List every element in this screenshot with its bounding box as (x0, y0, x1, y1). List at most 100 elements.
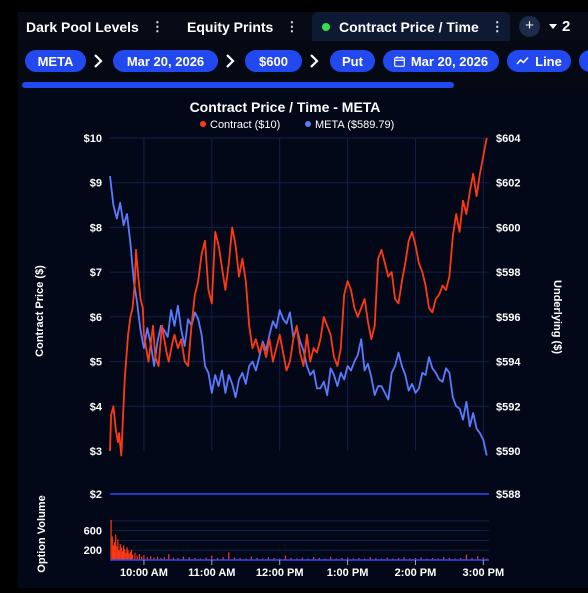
tab-menu-icon[interactable]: ⋮ (285, 18, 298, 34)
y-right-tick-label: $598 (496, 267, 520, 279)
volume-bar (290, 558, 292, 560)
volume-bar (239, 558, 241, 560)
y-right-tick-label: $596 (496, 312, 520, 324)
legend-contract-label: Contract ($10) (210, 119, 280, 131)
volume-bar (403, 557, 405, 560)
calendar-icon (393, 55, 405, 67)
volume-bar (130, 549, 133, 560)
volume-bar (369, 557, 371, 560)
right-axis-label: Underlying ($) (551, 280, 563, 354)
series-lines (109, 137, 488, 457)
x-tick-label: 3:00 PM (463, 567, 505, 579)
volume-bar (233, 557, 235, 560)
legend-contract-marker (200, 121, 206, 127)
volume-bar (477, 556, 479, 560)
volume-bar (119, 543, 121, 560)
option-type-pill[interactable]: Put (330, 50, 375, 72)
volume-bar (115, 534, 117, 560)
x-tick-label: 2:00 PM (395, 567, 437, 579)
y-right-tick-label: $604 (496, 133, 521, 145)
volume-bar (318, 558, 320, 560)
expiry-pill[interactable]: Mar 20, 2026 (383, 50, 499, 72)
volume-bar (330, 556, 332, 560)
volume-bar (211, 555, 213, 560)
y-left-tick-label: $7 (90, 267, 102, 279)
volume-bar (414, 558, 417, 560)
y-left-tick-label: $8 (90, 222, 102, 234)
chart-style-pill[interactable]: Line (507, 50, 571, 72)
volume-bar (222, 557, 224, 560)
volume-bar (250, 556, 252, 560)
tab-menu-icon[interactable]: ⋮ (490, 18, 504, 34)
volume-bar (397, 558, 400, 560)
tab-label: Contract Price / Time (339, 18, 479, 35)
tab-label: Equity Prints (187, 18, 274, 35)
volume-bar (110, 519, 112, 560)
expiry-label: Mar 20, 2026 (410, 53, 489, 69)
y-left-tick-label: $3 (90, 446, 102, 458)
volume-bar (460, 558, 462, 560)
volume-bar (347, 557, 349, 560)
y-left-tick-label: $6 (90, 312, 102, 324)
volume-bar (431, 558, 433, 560)
chevron-right-icon (226, 54, 235, 68)
add-tab-button[interactable]: + (519, 16, 540, 37)
left-axis-label: Contract Price ($) (34, 265, 46, 357)
y-right-tick-label: $600 (496, 222, 520, 234)
y-left-tick-label: $5 (90, 357, 102, 369)
date-pill[interactable]: Mar 20, 2026 (113, 50, 218, 72)
volume-bar (136, 555, 138, 560)
volume-bar (156, 556, 159, 560)
tab-dark-pool-levels[interactable]: Dark Pool Levels ⋮ (26, 12, 178, 41)
x-tick-label: 12:00 PM (256, 567, 304, 579)
contract-price-line (109, 137, 488, 457)
volume-bar (117, 539, 119, 560)
x-tick-label: 11:00 AM (188, 567, 235, 579)
volume-bar (205, 557, 207, 560)
volume-bar (143, 555, 145, 560)
x-axis-ticks: 10:00 AM 11:00 AM 12:00 PM 1:00 PM 2:00 PM 3:… (120, 560, 504, 579)
y-left-tick-label: $9 (90, 178, 102, 190)
legend-underlying-marker (305, 121, 311, 127)
chevron-right-icon (310, 54, 319, 68)
more-filters-pill[interactable] (579, 50, 588, 72)
underlying-price-line (109, 175, 488, 456)
y-left-tick-label: $10 (84, 133, 102, 145)
loading-progress-bar (22, 82, 454, 88)
strike-pill[interactable]: $600 (245, 50, 302, 72)
x-tick-label: 10:00 AM (120, 567, 168, 579)
volume-tick-label: 200 (84, 545, 102, 557)
chart-title: Contract Price / Time - META (190, 99, 381, 115)
volume-bar (138, 554, 140, 560)
filter-bar: META Mar 20, 2026 $600 Put Mar 20, 2026 … (18, 41, 588, 89)
tab-bar: Dark Pool Levels ⋮ Equity Prints ⋮ Contr… (18, 12, 588, 42)
tab-overflow-button[interactable]: 2 (549, 16, 570, 37)
line-chart-icon (516, 56, 529, 66)
ticker-pill[interactable]: META (25, 50, 86, 72)
volume-bar (125, 552, 127, 560)
volume-bar (134, 552, 136, 560)
chevron-right-icon (94, 54, 103, 68)
y-right-tick-label: $602 (496, 178, 520, 190)
chart-grid (110, 137, 489, 551)
volume-bar (177, 558, 179, 560)
volume-bar (313, 557, 315, 560)
volume-bar (284, 555, 286, 560)
tab-equity-prints[interactable]: Equity Prints ⋮ (187, 12, 317, 41)
volume-bar (386, 557, 388, 560)
tab-menu-icon[interactable]: ⋮ (150, 18, 164, 34)
volume-bar (273, 558, 275, 560)
volume-bar (301, 557, 303, 560)
volume-axis-label: Option Volume (36, 495, 48, 572)
chart-panel: Contract Price / Time - META Contract ($… (18, 89, 588, 588)
volume-bar (160, 558, 162, 560)
volume-bar (341, 558, 343, 560)
volume-bar (146, 557, 148, 560)
y-right-tick-label: $590 (496, 446, 520, 458)
volume-bar (163, 557, 165, 560)
tab-contract-price-time[interactable]: Contract Price / Time ⋮ (312, 12, 510, 41)
volume-flat-right-label: $588 (496, 489, 520, 501)
left-axis-ticks: $3 $4 $5 $6 $7 $8 $9 $10 (84, 133, 103, 458)
volume-bar (448, 558, 450, 560)
volume-bar (121, 551, 123, 560)
